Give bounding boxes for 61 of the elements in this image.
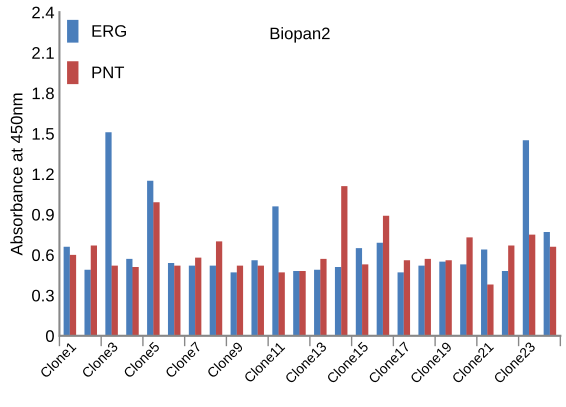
bar [126, 258, 132, 336]
bar [334, 267, 342, 336]
bar [195, 258, 202, 336]
y-axis-title: Absorbance at 450nm [10, 94, 23, 256]
y-tick-label: 0.3 [32, 290, 54, 302]
bar [362, 264, 368, 336]
bar [382, 216, 390, 336]
bar [439, 262, 446, 336]
bar [105, 132, 112, 336]
bar [404, 260, 410, 336]
bar [90, 245, 97, 336]
bar [529, 234, 536, 336]
bar [278, 272, 285, 336]
bar [508, 245, 514, 336]
bar [299, 271, 306, 336]
y-tick-label: 1.5 [32, 128, 54, 140]
bar [210, 266, 216, 336]
bar [341, 186, 348, 336]
bar [174, 266, 180, 336]
bar [112, 266, 118, 336]
bar [258, 266, 264, 336]
y-tick-label: 0.6 [32, 249, 54, 262]
legend-label: ERG [92, 25, 126, 37]
y-tick-label: 0.9 [32, 208, 54, 221]
y-tick-label: 2.4 [32, 6, 54, 18]
bar [147, 180, 154, 336]
bar [216, 241, 222, 336]
y-tick-label: 2.1 [32, 47, 54, 59]
y-tick-label: 1.8 [32, 88, 54, 100]
y-tick-label: 0 [46, 330, 54, 342]
bar [550, 246, 556, 336]
bar [64, 246, 70, 336]
bar [502, 271, 508, 336]
bar [236, 266, 244, 336]
bar [188, 266, 196, 336]
bar [153, 202, 160, 336]
bar [314, 270, 320, 336]
bar [481, 249, 488, 336]
bar [544, 232, 550, 336]
bar [460, 264, 466, 336]
bar [320, 258, 327, 336]
legend-label: PNT [92, 66, 124, 78]
bar [522, 140, 530, 336]
bar [446, 260, 452, 336]
bar [376, 242, 383, 336]
bar [132, 267, 139, 336]
bar [487, 284, 494, 336]
bar [466, 237, 473, 336]
bar [84, 270, 91, 336]
bar [356, 248, 362, 336]
bar [293, 271, 300, 336]
bar [424, 258, 431, 336]
bar [251, 260, 258, 336]
bar [70, 254, 76, 336]
text: Biopan2 [270, 27, 330, 43]
y-tick-label: 1.2 [32, 168, 54, 180]
bar [418, 266, 425, 336]
bar [272, 206, 279, 336]
bar [230, 272, 237, 336]
bar [168, 262, 174, 336]
bar [398, 272, 404, 336]
